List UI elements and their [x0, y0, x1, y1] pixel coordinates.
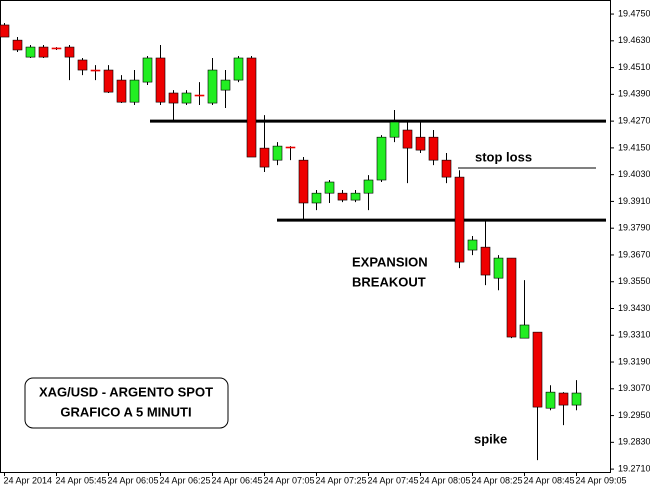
candle-body	[155, 57, 166, 103]
plot-frame	[0, 0, 611, 473]
candle-body	[272, 145, 283, 161]
candle-body	[116, 79, 127, 103]
candle-body	[350, 192, 361, 201]
candle-body	[194, 94, 205, 97]
candle-body	[363, 179, 374, 194]
chart-subtitle: GRAFICO A 5 MINUTI	[60, 404, 191, 419]
candle-body	[493, 257, 504, 279]
candle-body	[519, 324, 530, 339]
x-tick-label: 24 Apr 08:05	[420, 475, 471, 485]
candle-body	[142, 57, 153, 83]
y-tick-label: 19.3550	[618, 276, 650, 286]
candle-body	[376, 136, 387, 181]
y-tick-label: 19.3910	[618, 196, 650, 206]
candle-body	[298, 159, 309, 204]
y-tick-label: 19.3070	[618, 383, 650, 393]
x-tick-label: 24 Apr 08:45	[524, 475, 575, 485]
candle-body	[467, 239, 478, 251]
x-tick-label: 24 Apr 06:45	[212, 475, 263, 485]
annotation: EXPANSION	[352, 254, 428, 269]
annotation: BREAKOUT	[352, 274, 426, 289]
candle-body	[337, 192, 348, 201]
x-tick-label: 24 Apr 07:25	[316, 475, 367, 485]
candle-body	[428, 136, 439, 161]
x-tick-label: 24 Apr 06:05	[108, 475, 159, 485]
candle-body	[389, 121, 400, 138]
annotation: spike	[474, 431, 507, 446]
x-tick-label: 24 Apr 05:45	[56, 475, 107, 485]
y-tick-label: 19.3190	[618, 356, 650, 366]
info-box	[24, 377, 229, 429]
candle-body	[415, 136, 426, 151]
candle-body	[51, 47, 62, 50]
y-tick-label: 19.4750	[618, 8, 650, 18]
candle-body	[402, 129, 413, 149]
chart-title: XAG/USD - ARGENTO SPOT	[39, 384, 213, 399]
x-tick-label: 24 Apr 09:05	[576, 475, 627, 485]
candle-body	[246, 57, 257, 158]
candle-body	[441, 159, 452, 178]
candle-body	[324, 181, 335, 194]
x-tick-label: 24 Apr 07:05	[264, 475, 315, 485]
y-tick-label: 19.3310	[618, 330, 650, 340]
candle-body	[38, 46, 49, 58]
candle-body	[25, 46, 36, 58]
y-tick-label: 19.4150	[618, 142, 650, 152]
candle-body	[168, 92, 179, 104]
candle-body	[454, 176, 465, 263]
y-tick-label: 19.3670	[618, 249, 650, 259]
candle-body	[311, 192, 322, 204]
x-tick-label: 24 Apr 08:25	[472, 475, 523, 485]
candle-body	[545, 391, 556, 409]
candle-body	[0, 24, 10, 38]
candle-body	[181, 92, 192, 104]
y-tick-label: 19.2710	[618, 463, 650, 473]
candle-body	[90, 69, 101, 72]
x-tick-label: 24 Apr 07:45	[368, 475, 419, 485]
x-tick-label: 24 Apr 06:25	[160, 475, 211, 485]
y-tick-label: 19.4390	[618, 89, 650, 99]
y-tick-label: 19.3430	[618, 303, 650, 313]
candle-body	[571, 392, 582, 406]
candle-body	[77, 59, 88, 71]
y-tick-label: 19.3790	[618, 223, 650, 233]
candle-body	[532, 331, 543, 408]
y-tick-label: 19.4270	[618, 115, 650, 125]
candle-body	[103, 69, 114, 93]
candle-body	[220, 79, 231, 91]
candle-body	[129, 79, 140, 103]
y-tick-label: 19.4630	[618, 35, 650, 45]
candle-body	[207, 69, 218, 104]
candle-body	[259, 147, 270, 168]
y-tick-label: 19.2830	[618, 437, 650, 447]
annotation: stop loss	[475, 149, 532, 164]
candle-body	[558, 392, 569, 406]
x-tick-label: 24 Apr 2014	[4, 475, 53, 485]
candle-body	[12, 39, 23, 51]
candle-body	[285, 146, 296, 149]
y-tick-label: 19.4030	[618, 169, 650, 179]
y-tick-label: 19.4510	[618, 62, 650, 72]
candle-body	[506, 257, 517, 338]
candle-body	[64, 46, 75, 58]
candle-body	[480, 246, 491, 276]
y-tick-label: 19.2950	[618, 410, 650, 420]
candle-body	[233, 57, 244, 81]
